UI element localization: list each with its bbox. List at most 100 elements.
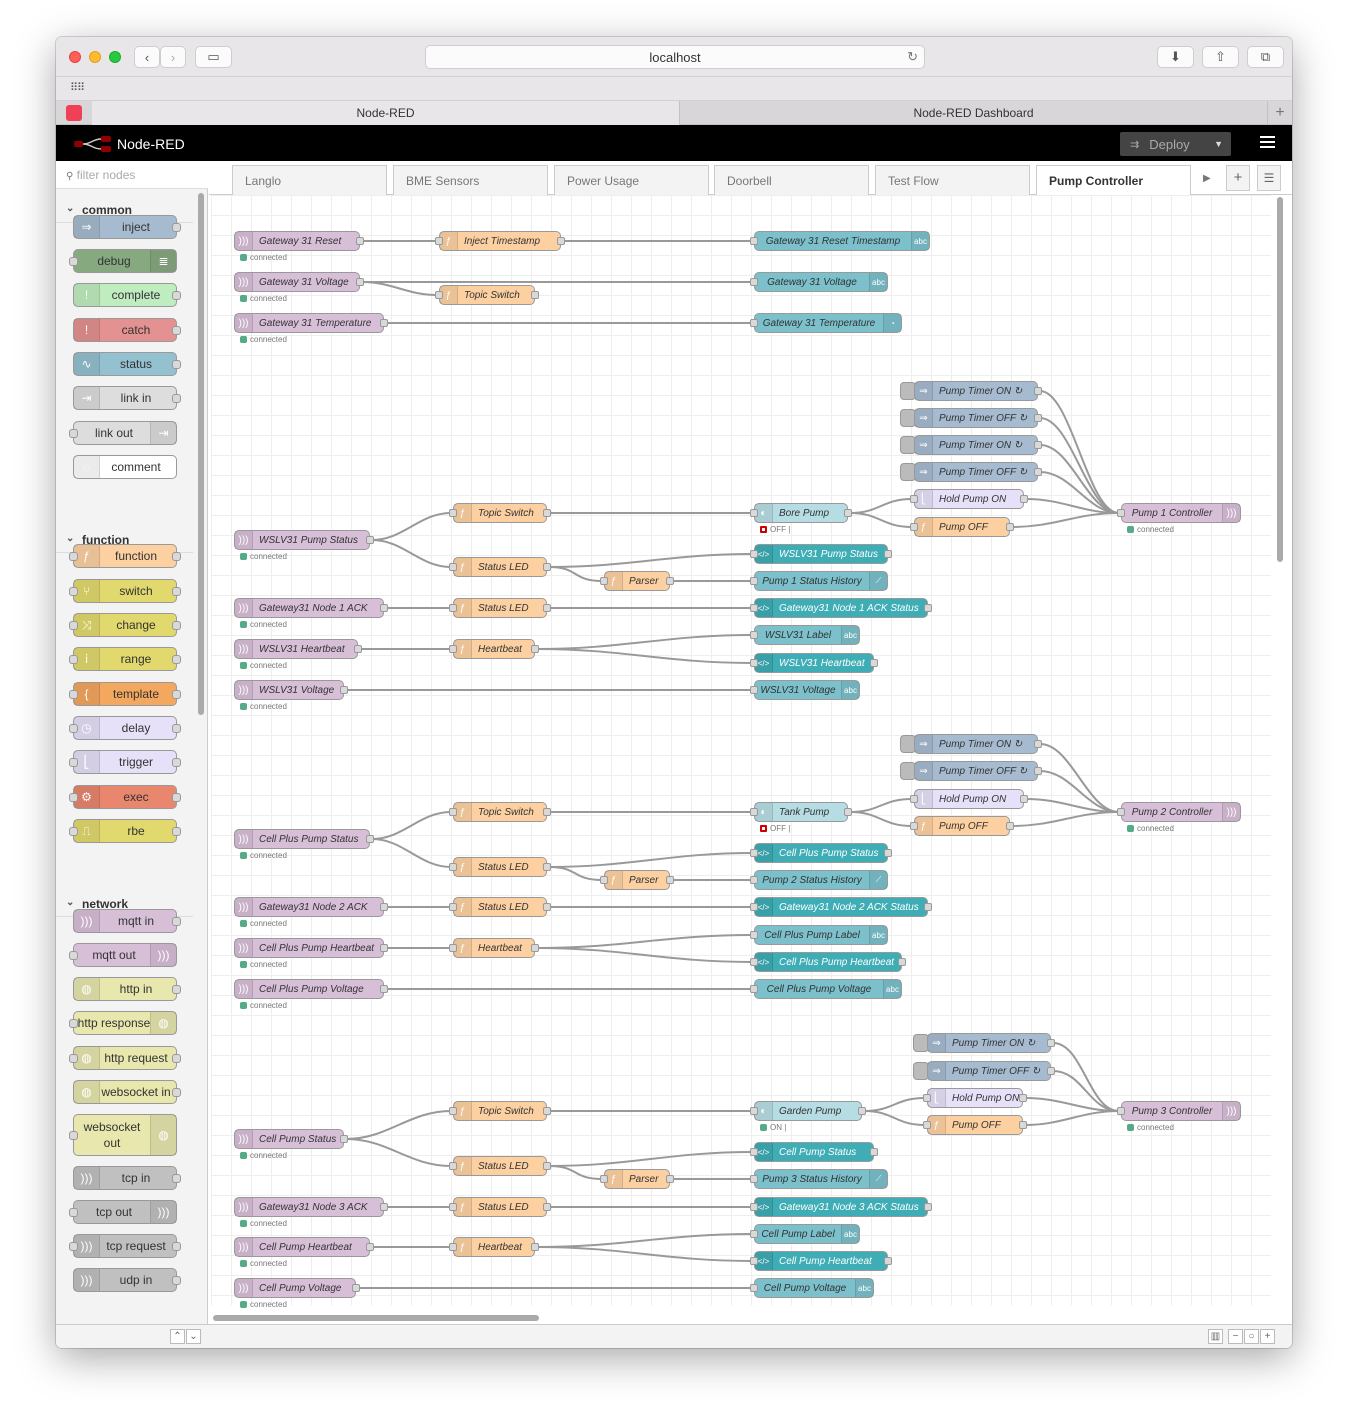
flow-node-t6[interactable]: ⇒ Pump Timer OFF ↻ xyxy=(914,761,1042,781)
output-port[interactable] xyxy=(543,863,551,871)
input-port[interactable] xyxy=(69,1019,78,1028)
palette-node-http-in[interactable]: ◍ http in xyxy=(73,977,181,1001)
input-port[interactable] xyxy=(69,1208,78,1217)
new-tab-button[interactable]: + xyxy=(1268,101,1292,125)
output-port[interactable] xyxy=(870,1148,878,1156)
input-port[interactable] xyxy=(750,1107,758,1115)
palette-node-websocket-in[interactable]: ◍ websocket in xyxy=(73,1080,181,1104)
flow-node-v1s[interactable]: abc WSLV31 Voltage xyxy=(750,680,860,700)
output-port[interactable] xyxy=(340,1135,348,1143)
output-port[interactable] xyxy=(666,577,674,585)
output-port[interactable] xyxy=(1047,1039,1055,1047)
flow-node-c1[interactable]: ))) Cell Plus Pump Status xyxy=(234,829,374,849)
output-port[interactable] xyxy=(543,563,551,571)
flow-node-hb3[interactable]: ))) Cell Pump Heartbeat xyxy=(234,1237,374,1257)
palette-node-change[interactable]: ⤨ change xyxy=(69,613,181,637)
flow-node-n5[interactable]: ƒ Topic Switch xyxy=(435,285,539,305)
input-port[interactable] xyxy=(449,944,457,952)
input-port[interactable] xyxy=(69,257,78,266)
output-port[interactable] xyxy=(172,223,181,232)
flow-node-ts2[interactable]: ƒ Topic Switch xyxy=(449,802,551,822)
output-port[interactable] xyxy=(543,1162,551,1170)
minimize-window-button[interactable] xyxy=(89,51,101,63)
input-port[interactable] xyxy=(69,827,78,836)
input-port[interactable] xyxy=(910,795,918,803)
palette-node-debug[interactable]: ≣ debug xyxy=(69,249,177,273)
tab-power-usage[interactable]: Power Usage xyxy=(554,165,709,195)
output-port[interactable] xyxy=(1020,795,1028,803)
flow-list-icon[interactable]: ☰ xyxy=(1257,165,1281,191)
flow-node-hbf3[interactable]: ƒ Heartbeat xyxy=(449,1237,539,1257)
flow-node-sl2b[interactable]: ƒ Status LED xyxy=(449,897,551,917)
palette-scrollbar[interactable] xyxy=(198,193,204,715)
input-port[interactable] xyxy=(449,645,457,653)
flow-node-t7[interactable]: ⇒ Pump Timer ON ↻ xyxy=(927,1033,1055,1053)
palette-node-link-out[interactable]: ⇥ link out xyxy=(69,421,177,445)
flow-node-t1[interactable]: ⇒ Pump Timer ON ↻ xyxy=(914,381,1042,401)
output-port[interactable] xyxy=(172,655,181,664)
input-port[interactable] xyxy=(750,849,758,857)
palette-node-tcp-request[interactable]: ))) tcp request xyxy=(69,1234,181,1258)
flow-node-c1s[interactable]: </> Cell Plus Pump Status xyxy=(750,843,892,863)
output-port[interactable] xyxy=(172,291,181,300)
input-port[interactable] xyxy=(750,1230,758,1238)
flow-node-hbf2[interactable]: ƒ Heartbeat xyxy=(449,938,539,958)
input-port[interactable] xyxy=(69,587,78,596)
output-port[interactable] xyxy=(1034,414,1042,422)
flow-node-hbs1[interactable]: </> WSLV31 Heartbeat xyxy=(750,653,878,673)
output-port[interactable] xyxy=(1006,523,1014,531)
flow-node-g2[interactable]: ))) Gateway31 Node 2 ACK xyxy=(234,897,388,917)
flow-node-g3[interactable]: ))) Gateway31 Node 3 ACK xyxy=(234,1197,388,1217)
input-port[interactable] xyxy=(923,1094,931,1102)
output-port[interactable] xyxy=(380,985,388,993)
palette-node-status[interactable]: ∿ status xyxy=(73,352,181,376)
output-port[interactable] xyxy=(172,360,181,369)
output-port[interactable] xyxy=(172,724,181,733)
input-port[interactable] xyxy=(69,1054,78,1063)
input-port[interactable] xyxy=(1117,1107,1125,1115)
palette-node-trigger[interactable]: ⎣ trigger xyxy=(69,750,181,774)
output-port[interactable] xyxy=(1034,767,1042,775)
output-port[interactable] xyxy=(340,686,348,694)
palette-node-switch[interactable]: ⑂ switch xyxy=(69,579,181,603)
input-port[interactable] xyxy=(69,793,78,802)
palette-node-catch[interactable]: ! catch xyxy=(73,318,181,342)
output-port[interactable] xyxy=(172,552,181,561)
input-port[interactable] xyxy=(449,1243,457,1251)
palette-node-complete[interactable]: ! complete xyxy=(73,283,181,307)
palette-node-function[interactable]: ƒ function xyxy=(69,544,181,568)
tab-pump-controller[interactable]: Pump Controller xyxy=(1036,165,1191,196)
input-port[interactable] xyxy=(750,958,758,966)
input-port[interactable] xyxy=(750,278,758,286)
output-port[interactable] xyxy=(172,394,181,403)
output-port[interactable] xyxy=(1019,1121,1027,1129)
flow-node-tp[interactable]: ◐ Tank Pump xyxy=(750,802,852,822)
input-port[interactable] xyxy=(69,690,78,699)
input-port[interactable] xyxy=(449,1107,457,1115)
palette-node-websocket-out[interactable]: ◍ websocket out xyxy=(69,1114,177,1156)
flow-node-sl1b[interactable]: ƒ Status LED xyxy=(449,598,551,618)
input-port[interactable] xyxy=(449,509,457,517)
output-port[interactable] xyxy=(924,604,932,612)
input-port[interactable] xyxy=(1117,808,1125,816)
flow-node-pc2[interactable]: ))) Pump 2 Controller xyxy=(1117,802,1241,822)
flow-node-lbl2[interactable]: abc Cell Plus Pump Label xyxy=(750,925,888,945)
input-port[interactable] xyxy=(449,604,457,612)
input-port[interactable] xyxy=(69,1242,78,1251)
flow-node-sl3[interactable]: ƒ Status LED xyxy=(449,1156,551,1176)
output-port[interactable] xyxy=(1006,822,1014,830)
output-port[interactable] xyxy=(172,917,181,926)
input-port[interactable] xyxy=(750,808,758,816)
output-port[interactable] xyxy=(172,587,181,596)
flow-node-o1[interactable]: ƒ Pump OFF xyxy=(910,517,1014,537)
flow-node-g3s[interactable]: </> Gateway31 Node 3 ACK Status xyxy=(750,1197,932,1217)
flow-node-v3[interactable]: ))) Cell Pump Voltage xyxy=(234,1278,360,1298)
flow-node-v3s[interactable]: abc Cell Pump Voltage xyxy=(750,1278,874,1298)
palette-node-range[interactable]: ⅰ range xyxy=(69,647,181,671)
input-port[interactable] xyxy=(750,686,758,694)
output-port[interactable] xyxy=(172,1054,181,1063)
output-port[interactable] xyxy=(356,237,364,245)
output-port[interactable] xyxy=(531,1243,539,1251)
input-port[interactable] xyxy=(1117,509,1125,517)
output-port[interactable] xyxy=(380,604,388,612)
